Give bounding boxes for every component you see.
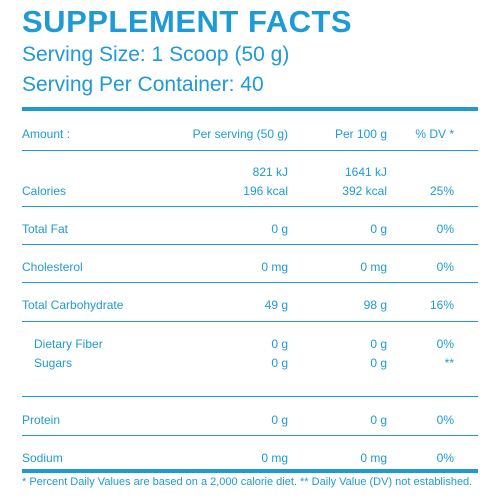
bottom-divider [22,469,478,473]
sugars-per-serving: 0 g [271,356,288,370]
row-dietary-fiber: Dietary Fiber [34,337,103,351]
calories-per-100g-kj: 1641 kJ [344,165,387,179]
dietary-fiber-per-serving: 0 g [271,337,288,351]
header-dv: % DV * [415,127,454,141]
row-divider [22,321,478,322]
cholesterol-per-100g: 0 mg [360,260,387,274]
row-divider [22,206,478,207]
sodium-dv: 0% [436,451,454,465]
row-divider [22,435,478,436]
total-carbohydrate-per-serving: 49 g [264,298,288,312]
row-total-carbohydrate: Total Carbohydrate [22,298,124,312]
protein-dv: 0% [436,413,454,427]
calories-label: Calories [22,184,67,198]
row-divider [22,396,478,397]
calories-per-serving-kj: 821 kJ [252,165,288,179]
row-divider [22,282,478,283]
top-divider [22,107,478,111]
header-amount: Amount : [22,127,71,141]
row-divider [22,244,478,245]
dietary-fiber-dv: 0% [436,337,454,351]
sodium-per-100g: 0 mg [360,451,387,465]
protein-per-100g: 0 g [370,413,387,427]
footnote: * Percent Daily Values are based on a 2,… [22,476,473,488]
row-sugars: Sugars [34,356,73,370]
protein-per-serving: 0 g [271,413,288,427]
header-per-serving: Per serving (50 g) [192,127,288,141]
row-cholesterol: Cholesterol [22,260,83,274]
sugars-per-100g: 0 g [370,356,387,370]
row-total-fat: Total Fat [22,222,69,236]
total-carbohydrate-dv: 16% [429,298,454,312]
header-divider [22,150,478,151]
row-sodium: Sodium [22,451,63,465]
total-carbohydrate-per-100g: 98 g [363,298,387,312]
sugars-dv: ** [444,356,454,370]
servings-per-container: Serving Per Container: 40 [22,73,264,96]
cholesterol-per-serving: 0 mg [261,260,288,274]
sodium-per-serving: 0 mg [261,451,288,465]
total-fat-per-serving: 0 g [271,222,288,236]
header-per-100g: Per 100 g [334,127,387,141]
dietary-fiber-per-100g: 0 g [370,337,387,351]
row-protein: Protein [22,413,61,427]
calories-per-100g-kcal: 392 kcal [342,184,387,198]
cholesterol-dv: 0% [436,260,454,274]
calories-dv: 25% [429,184,454,198]
label-title: SUPPLEMENT FACTS [22,4,353,39]
calories-per-serving-kcal: 196 kcal [243,184,288,198]
total-fat-dv: 0% [436,222,454,236]
serving-size: Serving Size: 1 Scoop (50 g) [22,43,290,66]
total-fat-per-100g: 0 g [370,222,387,236]
